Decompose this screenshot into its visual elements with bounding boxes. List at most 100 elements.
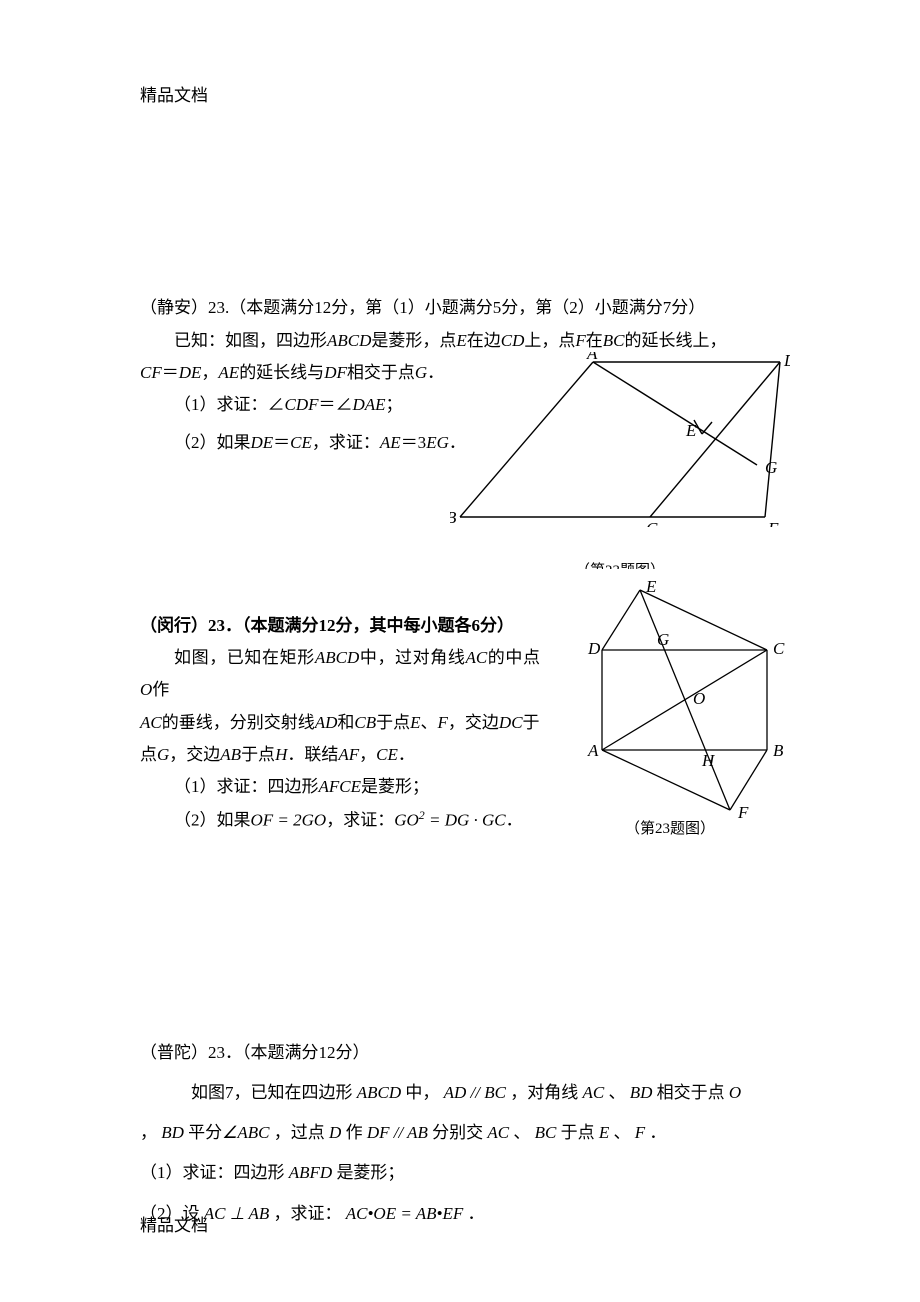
math-var: DC	[499, 713, 523, 732]
math-var: DG · GC	[445, 810, 506, 829]
text: ，交边	[448, 713, 499, 732]
math-var: DF // AB	[363, 1123, 433, 1142]
text: 的延长线与	[239, 363, 324, 382]
p1-figure: ABCDEFG （第23题图）	[450, 352, 790, 568]
text: ．	[649, 1123, 666, 1142]
text: ．	[506, 810, 523, 829]
math-var: E	[410, 713, 420, 732]
svg-text:F: F	[767, 519, 779, 527]
text: ＝	[273, 433, 290, 452]
text: ，交边	[169, 745, 220, 764]
math-var: AC	[465, 648, 487, 667]
p1-figure-caption: （第23题图）	[450, 557, 790, 569]
text: 、	[608, 1083, 625, 1102]
p1-diagram-svg: ABCDEFG	[450, 352, 790, 527]
text: 是菱形，点	[371, 331, 456, 350]
svg-text:G: G	[657, 630, 669, 649]
svg-text:B: B	[773, 741, 784, 760]
p3-body-line2: ， BD 平分∠ABC ，过点 D 作 DF // AB 分别交 AC 、 BC…	[140, 1117, 780, 1149]
text: ，求证：	[312, 433, 380, 452]
math-var: CF	[140, 363, 162, 382]
text: 中，	[405, 1083, 439, 1102]
math-var: CD	[501, 331, 525, 350]
text: （1）求证：四边形	[174, 777, 319, 796]
text: 相交于点	[657, 1083, 725, 1102]
math-var: G	[415, 363, 427, 382]
math-var: GO	[302, 810, 327, 829]
math-var: AC	[140, 713, 162, 732]
text: ．	[427, 363, 444, 382]
math-var: ABCD	[315, 648, 359, 667]
text: ，求证：	[326, 810, 394, 829]
text: （2）如果	[174, 433, 251, 452]
p2-body-line3: 点G，交边AB于点H．联结AF，CE．	[140, 739, 540, 771]
math-var: CE	[376, 745, 398, 764]
svg-text:C: C	[646, 519, 658, 527]
text: （2）如果	[174, 810, 251, 829]
math-var: DE	[251, 433, 274, 452]
math-var: DE	[179, 363, 202, 382]
text: 在边	[467, 331, 501, 350]
p2-figure: ABCDOEFGH （第23题图）	[585, 580, 800, 846]
math-var: CDF	[285, 395, 319, 414]
p3-body-line1: 如图7，已知在四边形 ABCD 中， AD // BC ，对角线 AC 、 BD…	[140, 1077, 780, 1109]
text: 分别交	[432, 1123, 483, 1142]
text: 如图7，已知在四边形	[191, 1083, 353, 1102]
svg-text:A: A	[586, 352, 598, 363]
text: 相交于点	[347, 363, 415, 382]
math-var: CE	[290, 433, 312, 452]
text: 于	[523, 713, 540, 732]
text: ＝3	[401, 433, 427, 452]
text: 上，点	[524, 331, 575, 350]
p1-title: （静安）23.（本题满分12分，第（1）小题满分5分，第（2）小题满分7分）	[140, 292, 780, 324]
text: = 2	[273, 810, 301, 829]
math-var: BC	[530, 1123, 560, 1142]
svg-text:F: F	[737, 803, 749, 822]
text: ＝	[162, 363, 179, 382]
text: 作	[152, 680, 169, 699]
problem-1: （静安）23.（本题满分12分，第（1）小题满分5分，第（2）小题满分7分） 已…	[140, 292, 780, 459]
math-var: G	[157, 745, 169, 764]
svg-text:C: C	[773, 639, 785, 658]
text: 于点	[561, 1123, 595, 1142]
text: 的中点	[487, 648, 540, 667]
math-var: AFCE	[319, 777, 362, 796]
text: ，	[201, 363, 218, 382]
text: ，过点	[274, 1123, 325, 1142]
p3-q2: （2）设 AC ⊥ AB ，求证： AC•OE = AB•EF ．	[140, 1198, 780, 1230]
page-header: 精品文档	[140, 80, 780, 112]
text: 、	[513, 1123, 530, 1142]
svg-text:B: B	[450, 508, 457, 527]
math-var: ABCD	[353, 1083, 406, 1102]
text: 在	[586, 331, 603, 350]
text: ；	[386, 395, 403, 414]
page-footer: 精品文档	[140, 1210, 208, 1242]
math-var: ABCD	[327, 331, 371, 350]
text: 作	[346, 1123, 363, 1142]
p2-diagram-svg: ABCDOEFGH	[585, 580, 800, 835]
p3-q1: （1）求证：四边形 ABFD 是菱形；	[140, 1157, 780, 1189]
svg-text:O: O	[693, 689, 705, 708]
math-var: E	[595, 1123, 614, 1142]
math-var: AC	[578, 1083, 608, 1102]
problem-3: （普陀）23．（本题满分12分） 如图7，已知在四边形 ABCD 中， AD /…	[140, 1037, 780, 1230]
text: ，对角线	[510, 1083, 578, 1102]
math-var: BD	[157, 1123, 188, 1142]
text: 、	[614, 1123, 631, 1142]
text: =	[425, 810, 445, 829]
text: ．	[468, 1204, 485, 1223]
p2-body-line2: AC的垂线，分别交射线AD和CB于点E、F，交边DC于	[140, 707, 540, 739]
math-var: AE	[380, 433, 401, 452]
math-var: E	[456, 331, 466, 350]
math-var: AB	[220, 745, 241, 764]
math-var: OF	[251, 810, 274, 829]
text: （1）求证：四边形	[140, 1163, 285, 1182]
math-var: BC	[603, 331, 625, 350]
problem-2: （闵行）23．（本题满分12分，其中每小题各6分） 如图，已知在矩形ABCD中，…	[140, 610, 780, 837]
text: 和	[337, 713, 354, 732]
math-var: ∠ABC	[222, 1123, 274, 1142]
text: 、	[421, 713, 438, 732]
text: 于点	[376, 713, 410, 732]
math-var: O	[140, 680, 152, 699]
text: ，求证：	[274, 1204, 342, 1223]
